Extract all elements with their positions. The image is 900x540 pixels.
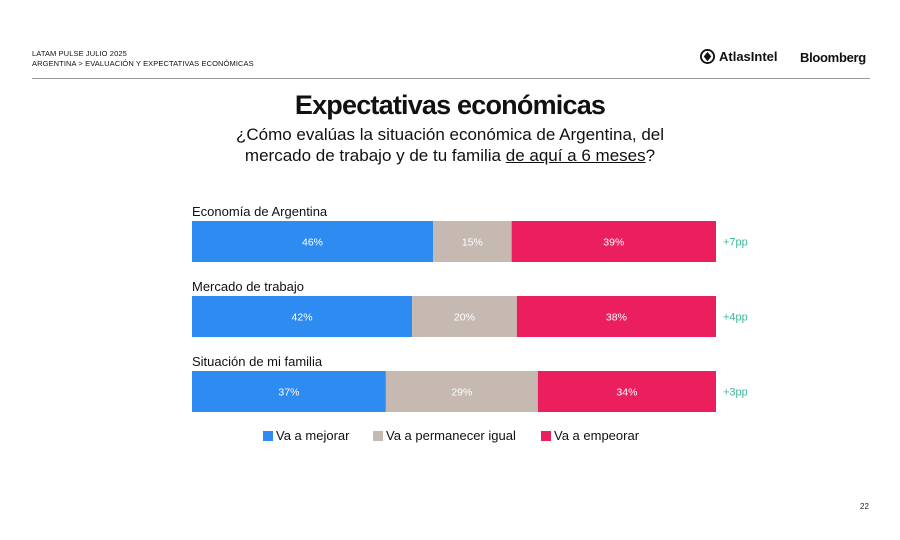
page-title: Expectativas económicas — [294, 90, 606, 120]
bar-economia-de-argentina-va-a-empeorar — [511, 221, 716, 262]
data-label-economia-de-argentina-va-a-mejorar: 46% — [302, 237, 323, 249]
header-divider — [32, 78, 870, 79]
data-label-economia-de-argentina-va-a-permanecer-igual: 15% — [462, 237, 483, 249]
net-change-situacion-de-mi-familia: +3pp — [723, 387, 748, 399]
bar-mercado-de-trabajo-va-a-permanecer-igual — [412, 296, 517, 337]
atlasintel-brand-text: AtlasIntel — [719, 49, 778, 64]
bar-economia-de-argentina-va-a-permanecer-igual — [433, 221, 512, 262]
subtitle-line-2: mercado de trabajo y de tu familia de aq… — [0, 145, 900, 166]
bar-mercado-de-trabajo-va-a-mejorar — [192, 296, 413, 337]
legend-swatch-va-a-mejorar — [263, 431, 273, 441]
bar-situacion-de-mi-familia-va-a-mejorar — [192, 371, 386, 412]
bar-mercado-de-trabajo-va-a-empeorar — [516, 296, 716, 337]
report-breadcrumb: ARGENTINA > EVALUACIÓN Y EXPECTATIVAS EC… — [32, 59, 254, 68]
data-label-mercado-de-trabajo-va-a-mejorar: 42% — [292, 312, 313, 324]
page-number: 22 — [860, 502, 869, 511]
category-label-situacion-de-mi-familia: Situación de mi familia — [192, 354, 323, 369]
report-header: LATAM PULSE JULIO 2025 ARGENTINA > EVALU… — [32, 49, 254, 69]
net-change-economia-de-argentina: +7pp — [723, 237, 748, 249]
chart-subtitle: ¿Cómo evalúas la situación económica de … — [0, 124, 900, 166]
atlasintel-icon — [700, 49, 715, 64]
atlasintel-logo: AtlasIntel — [700, 49, 778, 64]
data-label-situacion-de-mi-familia-va-a-empeorar: 34% — [616, 387, 637, 399]
category-label-economia-de-argentina: Economía de Argentina — [192, 204, 328, 219]
net-change-mercado-de-trabajo: +4pp — [723, 312, 748, 324]
bar-situacion-de-mi-familia-va-a-empeorar — [537, 371, 716, 412]
data-label-mercado-de-trabajo-va-a-empeorar: 38% — [606, 312, 627, 324]
legend-label-va-a-permanecer-igual: Va a permanecer igual — [386, 428, 516, 443]
report-series: LATAM PULSE JULIO 2025 — [32, 49, 127, 58]
subtitle-line-1: ¿Cómo evalúas la situación económica de … — [235, 125, 665, 144]
bar-economia-de-argentina-va-a-mejorar — [192, 221, 434, 262]
bloomberg-logo: Bloomberg — [800, 50, 866, 65]
legend-label-va-a-mejorar: Va a mejorar — [276, 428, 350, 443]
legend-swatch-va-a-permanecer-igual — [373, 431, 383, 441]
data-label-situacion-de-mi-familia-va-a-permanecer-igual: 29% — [451, 387, 472, 399]
bar-situacion-de-mi-familia-va-a-permanecer-igual — [385, 371, 538, 412]
subtitle-question-mark: ? — [645, 146, 656, 165]
category-label-mercado-de-trabajo: Mercado de trabajo — [192, 279, 304, 294]
data-label-situacion-de-mi-familia-va-a-mejorar: 37% — [278, 387, 299, 399]
subtitle-time-horizon: de aquí a 6 meses — [505, 146, 646, 165]
subtitle-line-2-text: mercado de trabajo y de tu familia — [244, 146, 506, 165]
legend-swatch-va-a-empeorar — [541, 431, 551, 441]
legend-label-va-a-empeorar: Va a empeorar — [554, 428, 640, 443]
data-label-mercado-de-trabajo-va-a-permanecer-igual: 20% — [454, 312, 475, 324]
data-label-economia-de-argentina-va-a-empeorar: 39% — [603, 237, 624, 249]
